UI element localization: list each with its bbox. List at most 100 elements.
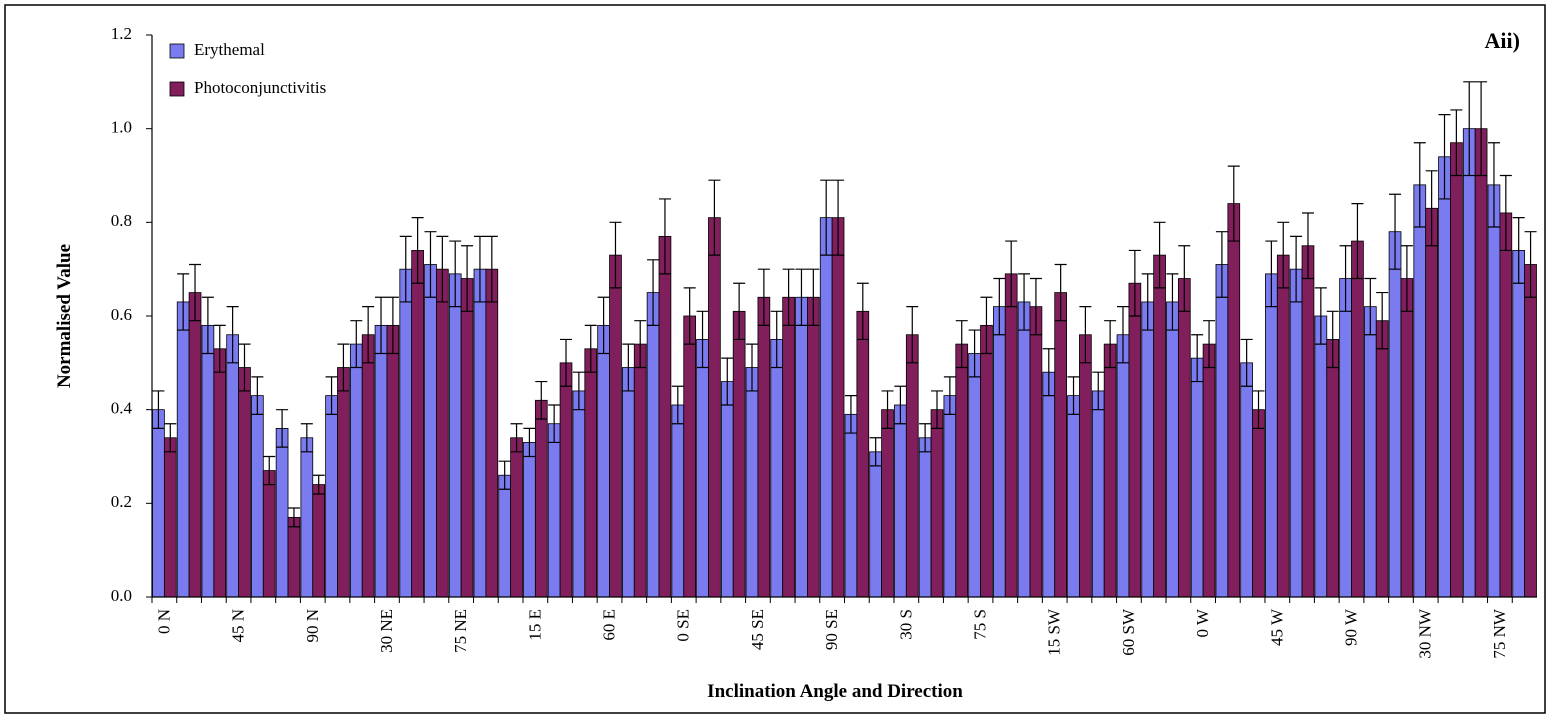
bar [251,395,264,598]
bar [869,451,882,598]
error-bar [683,287,696,345]
bar [1215,264,1229,598]
x-axis-title: Inclination Angle and Direction [707,681,963,702]
x-tick-label: 0 W [1193,608,1212,637]
bar [905,334,919,598]
error-bar [177,273,190,331]
bar [1240,362,1253,598]
bar [460,278,474,598]
bar [572,390,586,598]
error-bar [461,245,474,312]
bar [1375,320,1389,598]
bar [399,268,413,598]
error-bar [473,235,486,303]
bar [1438,156,1451,598]
bar [980,324,993,598]
bar [732,310,746,598]
error-bar [189,263,202,322]
bar [262,470,276,598]
bar [1524,264,1537,598]
y-tick-label: 0.6 [111,305,132,324]
bar [534,399,548,598]
bar [1252,409,1265,598]
x-tick-label: 45 SE [748,609,767,650]
bar [1153,254,1166,598]
bar [597,324,610,598]
error-bar [1166,273,1179,331]
error-bar [1265,240,1278,308]
bar [757,296,771,598]
bar [1265,273,1278,598]
bar [683,315,697,598]
bar [1067,395,1080,598]
error-bar [1079,306,1092,364]
y-tick-label: 0.8 [111,211,132,230]
x-tick-label: 75 NE [451,609,470,653]
error-bar [523,427,536,458]
bar [188,292,202,598]
bar [819,217,833,598]
error-bar [1364,277,1377,336]
error-bar [1042,348,1055,397]
x-tick-label: 75 S [971,609,990,640]
bar [1289,268,1303,598]
error-bar [906,306,919,364]
bar [152,409,165,598]
error-bar [1092,371,1105,411]
x-tick-label: 30 S [896,609,915,640]
bar [386,324,400,598]
bar [770,339,784,598]
error-bar [733,282,746,341]
bar [708,217,721,598]
bar [831,217,845,598]
error-bar [449,240,462,308]
y-tick-label: 1.0 [111,118,132,137]
error-bar [943,376,956,415]
error-bar [1054,263,1067,322]
bar [176,301,190,598]
y-tick-label: 0.2 [111,492,132,511]
bar [633,343,647,598]
legend-swatch [169,43,185,59]
y-tick-label: 0.0 [111,586,132,605]
bar [844,413,858,598]
bar [1363,306,1377,598]
x-tick-label: 0 SE [674,609,693,642]
error-bar [782,268,795,326]
error-bar [1128,249,1141,317]
error-bar [1227,165,1240,242]
bar [1301,245,1315,598]
bar [1103,343,1117,598]
bar [658,235,672,598]
x-tick-label: 60 E [600,609,619,641]
bar [1499,212,1513,598]
y-axis-title: Normalised Value [54,244,75,388]
error-bar [276,409,289,448]
error-bar [1277,221,1290,289]
error-bar [213,324,226,373]
error-bar [1153,221,1166,289]
bar [275,427,289,598]
bar [374,324,388,598]
bar [1425,207,1438,598]
x-tick-label: 0 N [154,609,173,634]
error-bar [647,259,660,326]
error-bar [980,296,993,355]
error-bar [1178,245,1191,312]
error-bar [1376,291,1389,350]
error-bar [485,235,498,303]
error-bar [1301,212,1314,280]
error-bar [436,235,449,303]
bar [1141,301,1155,598]
bar [547,423,561,598]
bar [163,437,177,598]
error-bar [350,320,363,369]
error-bar [201,296,214,355]
y-tick-label: 0.4 [111,399,133,418]
legend-swatch [169,81,185,97]
error-bar [894,385,907,425]
error-bar [263,455,276,486]
bar [1177,278,1191,598]
error-bar [1413,142,1426,228]
error-bar [1141,273,1154,331]
